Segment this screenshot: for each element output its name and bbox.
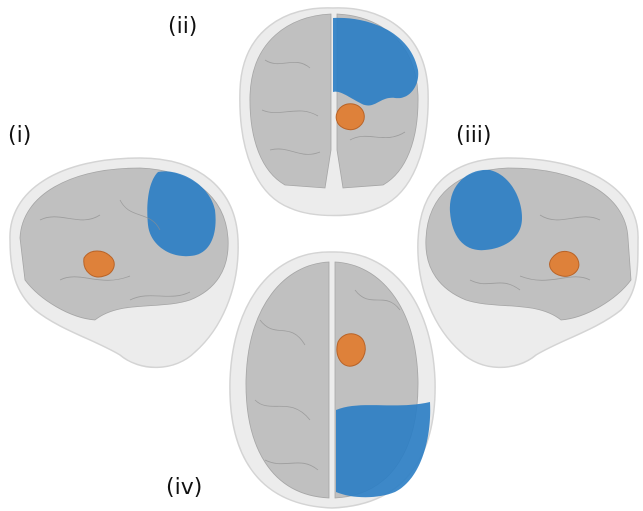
brain-right-lateral-view bbox=[418, 158, 638, 367]
brain-left-lateral-view bbox=[10, 158, 238, 367]
page: (ii) (i) (iii) (iv) (() => { const data … bbox=[0, 0, 643, 511]
brain-superior-view bbox=[230, 252, 435, 508]
panel-label: (iii) bbox=[456, 123, 492, 148]
panel-label: (iv) bbox=[166, 475, 202, 500]
panel-label: (i) bbox=[8, 123, 31, 148]
brain-posterior-view bbox=[240, 8, 428, 216]
figure: (ii) (i) (iii) (iv) bbox=[0, 0, 643, 511]
panel-label: (ii) bbox=[168, 14, 197, 39]
